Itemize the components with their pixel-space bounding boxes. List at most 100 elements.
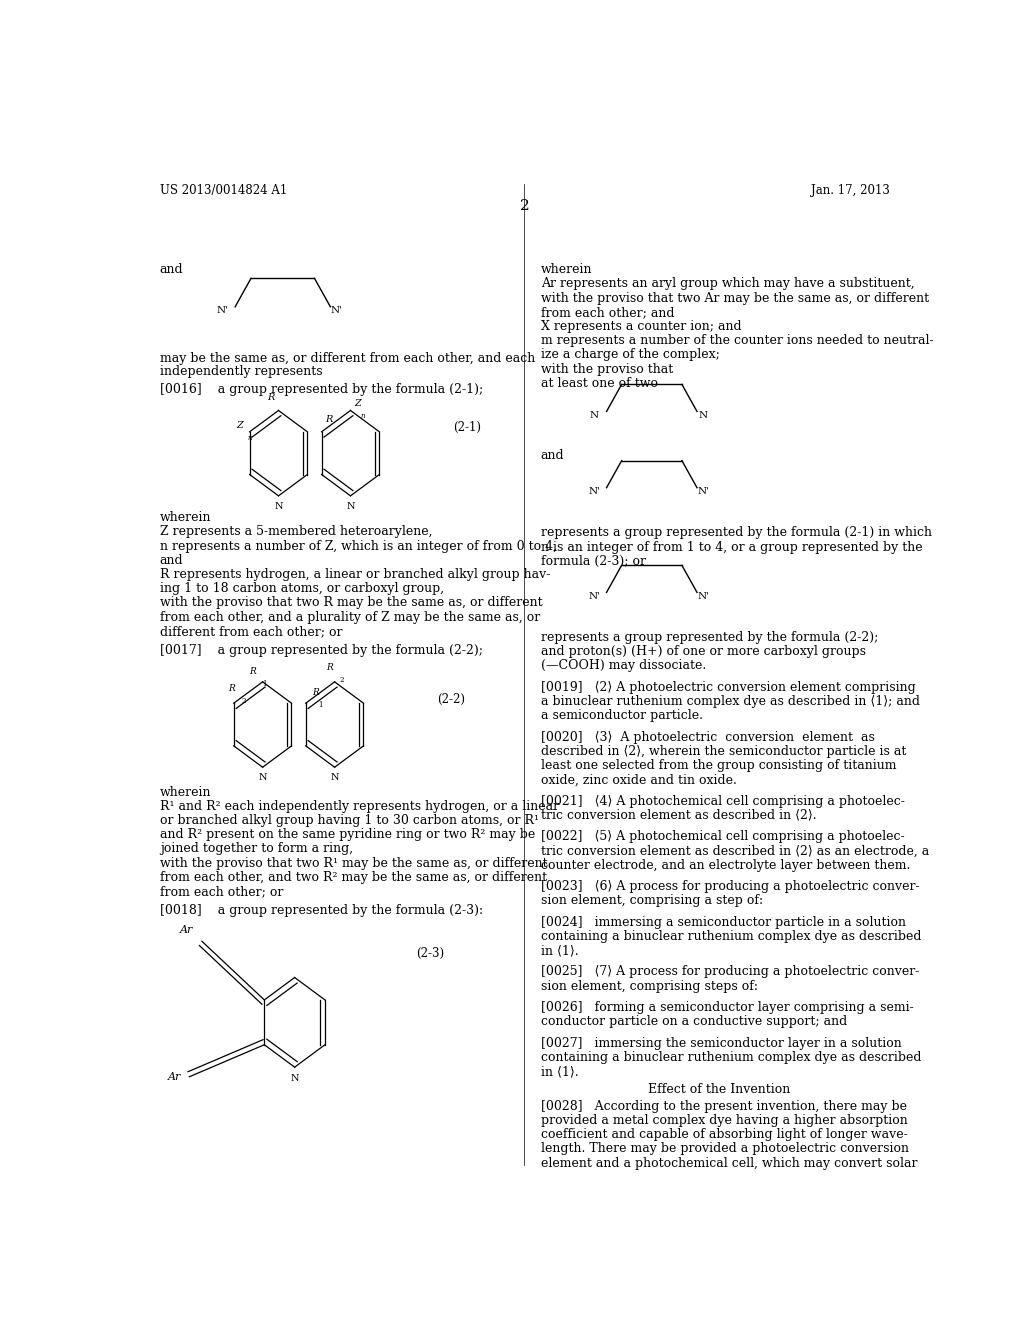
Text: [0023]   ⟨6⟩ A process for producing a photoelectric conver-: [0023] ⟨6⟩ A process for producing a pho… — [541, 880, 920, 894]
Text: oxide, zinc oxide and tin oxide.: oxide, zinc oxide and tin oxide. — [541, 774, 736, 787]
Text: Ar: Ar — [180, 925, 194, 935]
Text: Effect of the Invention: Effect of the Invention — [648, 1084, 791, 1097]
Text: at least one of two: at least one of two — [541, 378, 657, 389]
Text: R¹ and R² each independently represents hydrogen, or a linear: R¹ and R² each independently represents … — [160, 800, 559, 813]
Text: tric conversion element as described in ⟨2⟩.: tric conversion element as described in … — [541, 809, 816, 822]
Text: containing a binuclear ruthenium complex dye as described: containing a binuclear ruthenium complex… — [541, 929, 922, 942]
Text: and: and — [160, 554, 183, 566]
Text: N': N' — [589, 591, 600, 601]
Text: [0027]   immersing the semiconductor layer in a solution: [0027] immersing the semiconductor layer… — [541, 1036, 901, 1049]
Text: N: N — [331, 774, 339, 783]
Text: 1: 1 — [318, 701, 323, 709]
Text: N': N' — [589, 487, 600, 496]
Text: and: and — [541, 449, 564, 462]
Text: Z: Z — [237, 421, 244, 430]
Text: N: N — [698, 411, 708, 420]
Text: in ⟨1⟩.: in ⟨1⟩. — [541, 944, 579, 957]
Text: [0019]   ⟨2⟩ A photoelectric conversion element comprising: [0019] ⟨2⟩ A photoelectric conversion el… — [541, 681, 915, 694]
Text: N: N — [258, 774, 267, 783]
Text: (—COOH) may dissociate.: (—COOH) may dissociate. — [541, 660, 706, 672]
Text: from each other; and: from each other; and — [541, 306, 674, 318]
Text: formula (2-3); or: formula (2-3); or — [541, 554, 646, 568]
Text: Ar represents an aryl group which may have a substituent,: Ar represents an aryl group which may ha… — [541, 277, 914, 290]
Text: conductor particle on a conductive support; and: conductor particle on a conductive suppo… — [541, 1015, 847, 1028]
Text: and proton(s) (H+) of one or more carboxyl groups: and proton(s) (H+) of one or more carbox… — [541, 645, 865, 659]
Text: n represents a number of Z, which is an integer of from 0 to 4,: n represents a number of Z, which is an … — [160, 540, 557, 553]
Text: N': N' — [216, 306, 228, 315]
Text: tric conversion element as described in ⟨2⟩ as an electrode, a: tric conversion element as described in … — [541, 845, 929, 858]
Text: and: and — [160, 263, 183, 276]
Text: with the proviso that two R¹ may be the same as, or different: with the proviso that two R¹ may be the … — [160, 857, 548, 870]
Text: R: R — [267, 393, 274, 403]
Text: described in ⟨2⟩, wherein the semiconductor particle is at: described in ⟨2⟩, wherein the semiconduc… — [541, 744, 906, 758]
Text: US 2013/0014824 A1: US 2013/0014824 A1 — [160, 183, 287, 197]
Text: may be the same as, or different from each other, and each: may be the same as, or different from ea… — [160, 351, 535, 364]
Text: [0024]   immersing a semiconductor particle in a solution: [0024] immersing a semiconductor particl… — [541, 916, 905, 928]
Text: provided a metal complex dye having a higher absorption: provided a metal complex dye having a hi… — [541, 1114, 907, 1127]
Text: N: N — [274, 502, 283, 511]
Text: 2: 2 — [520, 199, 529, 213]
Text: [0020]   ⟨3⟩  A photoelectric  conversion  element  as: [0020] ⟨3⟩ A photoelectric conversion el… — [541, 731, 874, 743]
Text: and R² present on the same pyridine ring or two R² may be: and R² present on the same pyridine ring… — [160, 828, 535, 841]
Text: Ar: Ar — [168, 1072, 181, 1082]
Text: [0016]    a group represented by the formula (2-1);: [0016] a group represented by the formul… — [160, 383, 483, 396]
Text: R: R — [327, 663, 333, 672]
Text: N': N' — [697, 487, 709, 496]
Text: (2-3): (2-3) — [417, 946, 444, 960]
Text: ize a charge of the complex;: ize a charge of the complex; — [541, 348, 720, 362]
Text: least one selected from the group consisting of titanium: least one selected from the group consis… — [541, 759, 896, 772]
Text: N: N — [291, 1073, 299, 1082]
Text: 2: 2 — [339, 676, 344, 684]
Text: m represents a number of the counter ions needed to neutral-: m represents a number of the counter ion… — [541, 334, 933, 347]
Text: wherein: wherein — [160, 785, 211, 799]
Text: sion element, comprising steps of:: sion element, comprising steps of: — [541, 979, 758, 993]
Text: containing a binuclear ruthenium complex dye as described: containing a binuclear ruthenium complex… — [541, 1051, 922, 1064]
Text: Jan. 17, 2013: Jan. 17, 2013 — [811, 183, 890, 197]
Text: [0026]   forming a semiconductor layer comprising a semi-: [0026] forming a semiconductor layer com… — [541, 1001, 913, 1014]
Text: wherein: wherein — [541, 263, 592, 276]
Text: wherein: wherein — [160, 511, 211, 524]
Text: Z: Z — [354, 400, 361, 408]
Text: with the proviso that: with the proviso that — [541, 363, 673, 376]
Text: represents a group represented by the formula (2-1) in which: represents a group represented by the fo… — [541, 527, 932, 540]
Text: 2: 2 — [242, 697, 246, 705]
Text: n is an integer of from 1 to 4, or a group represented by the: n is an integer of from 1 to 4, or a gro… — [541, 541, 923, 553]
Text: R: R — [250, 667, 256, 676]
Text: or branched alkyl group having 1 to 30 carbon atoms, or R¹: or branched alkyl group having 1 to 30 c… — [160, 814, 539, 826]
Text: X represents a counter ion; and: X represents a counter ion; and — [541, 319, 741, 333]
Text: sion element, comprising a step of:: sion element, comprising a step of: — [541, 894, 763, 907]
Text: from each other, and a plurality of Z may be the same as, or: from each other, and a plurality of Z ma… — [160, 611, 540, 623]
Text: coefficient and capable of absorbing light of longer wave-: coefficient and capable of absorbing lig… — [541, 1129, 907, 1140]
Text: joined together to form a ring,: joined together to form a ring, — [160, 842, 353, 855]
Text: length. There may be provided a photoelectric conversion: length. There may be provided a photoele… — [541, 1142, 908, 1155]
Text: a binuclear ruthenium complex dye as described in ⟨1⟩; and: a binuclear ruthenium complex dye as des… — [541, 696, 920, 708]
Text: from each other, and two R² may be the same as, or different: from each other, and two R² may be the s… — [160, 871, 547, 884]
Text: (2-1): (2-1) — [454, 421, 481, 434]
Text: independently represents: independently represents — [160, 364, 323, 378]
Text: Z represents a 5-membered heteroarylene,: Z represents a 5-membered heteroarylene, — [160, 525, 432, 539]
Text: represents a group represented by the formula (2-2);: represents a group represented by the fo… — [541, 631, 878, 644]
Text: R: R — [228, 684, 236, 693]
Text: with the proviso that two R may be the same as, or different: with the proviso that two R may be the s… — [160, 597, 543, 610]
Text: N': N' — [331, 306, 343, 315]
Text: in ⟨1⟩.: in ⟨1⟩. — [541, 1065, 579, 1078]
Text: [0021]   ⟨4⟩ A photochemical cell comprising a photoelec-: [0021] ⟨4⟩ A photochemical cell comprisi… — [541, 795, 904, 808]
Text: a semiconductor particle.: a semiconductor particle. — [541, 709, 702, 722]
Text: (2-2): (2-2) — [437, 693, 465, 706]
Text: R: R — [312, 688, 318, 697]
Text: R represents hydrogen, a linear or branched alkyl group hav-: R represents hydrogen, a linear or branc… — [160, 568, 550, 581]
Text: from each other; or: from each other; or — [160, 886, 283, 898]
Text: R: R — [326, 414, 333, 424]
Text: 1: 1 — [262, 680, 266, 688]
Text: [0025]   ⟨7⟩ A process for producing a photoelectric conver-: [0025] ⟨7⟩ A process for producing a pho… — [541, 965, 920, 978]
Text: with the proviso that two Ar may be the same as, or different: with the proviso that two Ar may be the … — [541, 292, 929, 305]
Text: ing 1 to 18 carbon atoms, or carboxyl group,: ing 1 to 18 carbon atoms, or carboxyl gr… — [160, 582, 443, 595]
Text: different from each other; or: different from each other; or — [160, 624, 342, 638]
Text: n: n — [360, 412, 365, 421]
Text: element and a photochemical cell, which may convert solar: element and a photochemical cell, which … — [541, 1156, 918, 1170]
Text: n: n — [247, 434, 252, 442]
Text: [0022]   ⟨5⟩ A photochemical cell comprising a photoelec-: [0022] ⟨5⟩ A photochemical cell comprisi… — [541, 830, 904, 843]
Text: [0017]    a group represented by the formula (2-2);: [0017] a group represented by the formul… — [160, 644, 482, 657]
Text: [0018]    a group represented by the formula (2-3):: [0018] a group represented by the formul… — [160, 904, 483, 917]
Text: [0028]   According to the present invention, there may be: [0028] According to the present inventio… — [541, 1100, 906, 1113]
